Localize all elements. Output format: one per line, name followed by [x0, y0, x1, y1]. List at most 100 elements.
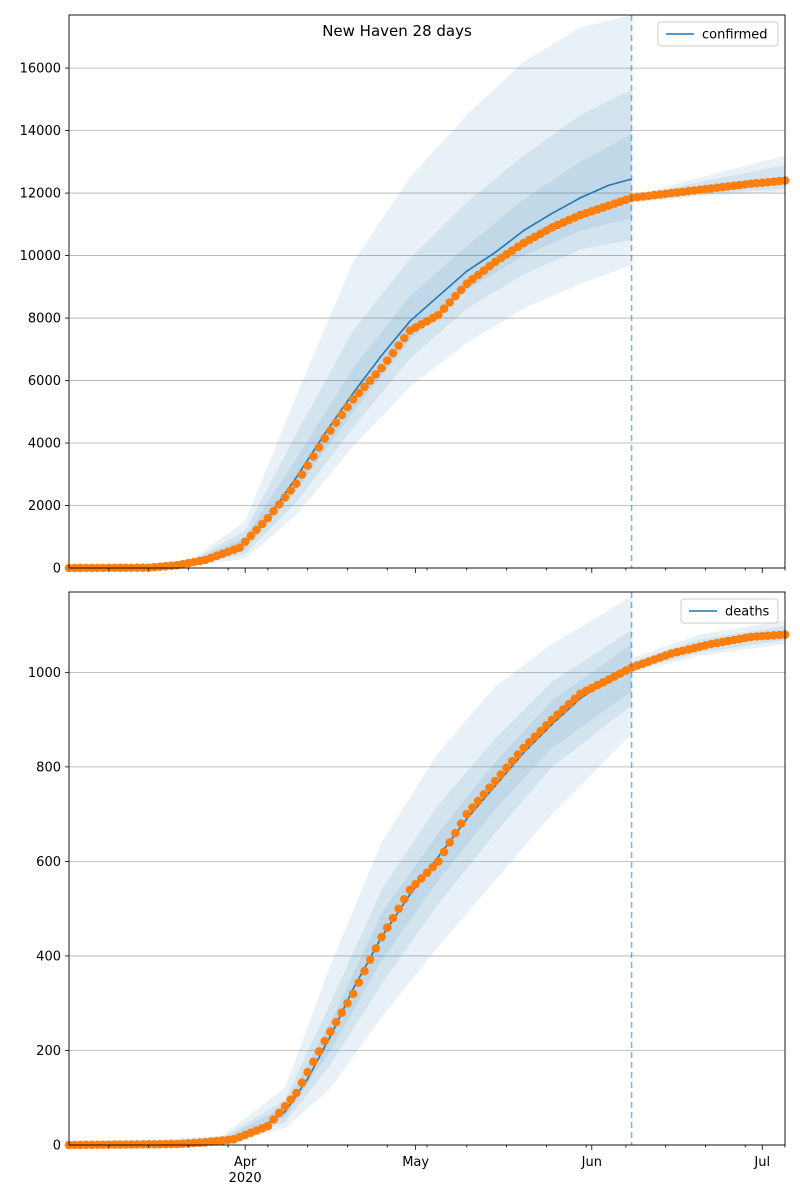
credible-interval-band	[69, 596, 632, 1145]
credible-interval-band	[69, 643, 632, 1145]
legend-box	[657, 21, 779, 47]
observed-point	[280, 493, 290, 502]
observed-point	[399, 894, 409, 904]
observed-point	[292, 479, 301, 488]
confirmed-panel: 0 2000 4000 6000 8000 10000 12000 14000 16000 con…	[20, 14, 790, 577]
y-tick-label: 600	[36, 855, 61, 870]
observed-point	[411, 879, 420, 889]
observed-point	[286, 1095, 295, 1104]
legend: confirmed	[657, 21, 779, 47]
observed-point	[360, 382, 369, 392]
observed-point	[354, 388, 364, 398]
observed-point	[434, 310, 443, 320]
observed-point	[360, 966, 369, 976]
observed-point	[445, 298, 455, 307]
observed-point	[399, 333, 409, 343]
observed-point	[507, 756, 517, 766]
legend-label: deaths	[725, 605, 770, 620]
y-tick-label: 0	[53, 562, 61, 577]
x-tick-label: Apr	[234, 1155, 257, 1170]
observed-point	[337, 410, 347, 420]
observed-point	[468, 803, 477, 812]
observed-point	[286, 486, 295, 495]
observed-point	[388, 348, 398, 358]
observed-point	[252, 525, 261, 535]
observed-point	[519, 743, 528, 753]
observed-point	[320, 1036, 330, 1046]
x-tick-sublabel: 2020	[229, 1171, 262, 1186]
observed-point	[524, 738, 534, 747]
observed-point	[547, 715, 557, 724]
observed-point	[337, 1008, 347, 1017]
y-tick-label: 4000	[28, 437, 61, 452]
observed-point	[382, 356, 392, 365]
observed-point	[269, 506, 278, 516]
observed-point	[439, 304, 449, 313]
observed-point	[343, 998, 352, 1008]
x-tick-label: Jun	[581, 1155, 602, 1170]
observed-point	[365, 376, 375, 385]
credible-interval-band	[69, 89, 632, 569]
observed-point	[536, 726, 545, 736]
observed-point	[377, 363, 386, 373]
y-tick-label: 400	[36, 949, 61, 964]
observed-point	[269, 1115, 278, 1124]
observed-point	[553, 710, 562, 719]
observed-point	[309, 452, 318, 461]
credible-interval-band	[69, 629, 632, 1145]
observed-point	[274, 1108, 284, 1118]
observed-point	[320, 434, 330, 443]
observed-point	[314, 443, 324, 452]
observed-point	[354, 978, 364, 987]
figure-title: New Haven 28 days	[322, 22, 472, 40]
observed-point	[485, 783, 494, 792]
observed-point	[405, 885, 415, 895]
legend-box	[680, 598, 779, 624]
y-tick-label: 800	[36, 760, 61, 775]
observed-point	[479, 789, 489, 799]
observed-point	[439, 847, 449, 857]
y-tick-label: 6000	[28, 374, 61, 389]
observed-point	[297, 1078, 307, 1087]
observed-point	[570, 694, 580, 704]
observed-point	[502, 763, 511, 773]
y-tick-label: 12000	[20, 187, 61, 202]
observed-point	[240, 537, 250, 547]
observed-point	[377, 932, 386, 942]
observed-point	[382, 923, 392, 932]
axes-frame	[68, 591, 786, 1146]
observed-point	[445, 838, 455, 847]
observed-point	[490, 776, 500, 786]
observed-point	[456, 819, 466, 828]
observed-point	[263, 1121, 273, 1131]
observed-point	[462, 809, 472, 819]
observed-point	[348, 394, 358, 404]
observed-point	[456, 285, 466, 295]
y-tick-label: 1000	[28, 666, 61, 681]
y-tick-label: 2000	[28, 499, 61, 514]
observed-point	[274, 499, 284, 509]
observed-point	[303, 461, 312, 470]
x-tick-label: Jul	[753, 1155, 770, 1170]
y-tick-label: 200	[36, 1044, 61, 1059]
observed-point	[542, 720, 551, 730]
legend: deaths	[680, 598, 779, 624]
observed-point	[530, 732, 540, 741]
observed-point	[280, 1101, 290, 1111]
observed-point	[422, 868, 432, 878]
observed-point	[303, 1067, 312, 1077]
y-tick-label: 10000	[20, 249, 61, 264]
observed-point	[451, 828, 460, 838]
observed-point	[428, 862, 437, 872]
observed-point	[365, 955, 375, 965]
axes-frame	[68, 14, 786, 569]
y-tick-label: 0	[53, 1139, 61, 1154]
observed-point	[371, 369, 381, 379]
observed-point	[309, 1057, 318, 1067]
observed-point	[559, 704, 568, 714]
observed-point	[331, 418, 341, 428]
observed-point	[292, 1088, 301, 1098]
observed-point	[297, 470, 307, 479]
